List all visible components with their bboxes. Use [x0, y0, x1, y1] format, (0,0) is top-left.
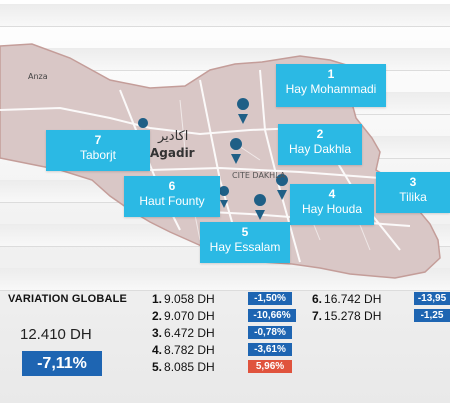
variation-globale-change: -7,11% [22, 351, 102, 376]
price-row-6: 6. 16.742 DH -13,95 [312, 292, 450, 306]
price-value: 16.742 DH [324, 292, 382, 306]
background-band [0, 268, 450, 291]
price-row-4: 4. 8.782 DH -3,61% [152, 343, 297, 357]
price-value: 9.070 DH [164, 309, 215, 323]
price-value: 6.472 DH [164, 326, 215, 340]
price-rank: 6. [312, 292, 323, 306]
hood-number: 6 [168, 179, 176, 193]
price-rank: 1. [152, 292, 163, 306]
price-rank: 7. [312, 309, 323, 323]
price-row-5: 5. 8.085 DH 5,96% [152, 360, 297, 374]
place-label-cite-dakhla: CITE DAKHLA [232, 171, 286, 180]
price-change-badge: -10,66% [248, 309, 296, 322]
hood-number: 3 [409, 175, 417, 189]
price-value: 9.058 DH [164, 292, 215, 306]
hood-label-1: 1 Hay Mohammadi [276, 64, 386, 107]
pin-icon [219, 186, 230, 208]
hood-name: Hay Houda [301, 202, 363, 216]
price-row-1: 1. 9.058 DH -1,50% [152, 292, 297, 306]
price-row-2: 2. 9.070 DH -10,66% [152, 309, 297, 323]
hood-label-3: 3 Tilika [376, 172, 450, 213]
pin-icon [276, 174, 289, 200]
price-rank: 5. [152, 360, 163, 374]
hood-label-4: 4 Hay Houda [290, 184, 374, 225]
hood-label-5: 5 Hay Essalam [200, 222, 290, 263]
price-rank: 4. [152, 343, 163, 357]
hood-name: Taborjt [79, 148, 117, 162]
price-change-badge: -1,25 [414, 309, 450, 322]
hood-name: Hay Mohammadi [285, 82, 377, 96]
hood-label-6: 6 Haut Founty [124, 176, 220, 217]
hood-number: 4 [328, 187, 336, 201]
place-label-agadir-ar: اكادير [157, 129, 188, 144]
price-row-7: 7. 15.278 DH -1,25 [312, 309, 450, 323]
price-rank: 3. [152, 326, 163, 340]
price-change-badge: -13,95 [414, 292, 450, 305]
price-change-badge: 5,96% [248, 360, 292, 373]
pin-icon [230, 138, 243, 164]
hood-number: 2 [316, 127, 324, 141]
background-band [0, 4, 450, 27]
hood-label-7: 7 Taborjt [46, 130, 150, 171]
hood-number: 5 [241, 225, 249, 239]
variation-globale-price: 12.410 DH [20, 326, 92, 343]
hood-label-2: 2 Hay Dakhla [278, 124, 362, 165]
hood-name: Tilika [399, 190, 427, 204]
price-change-badge: -0,78% [248, 326, 292, 339]
pin-icon [254, 194, 267, 220]
hood-number: 1 [327, 67, 335, 81]
price-value: 8.782 DH [164, 343, 215, 357]
hood-name: Haut Founty [139, 194, 205, 208]
price-rank: 2. [152, 309, 163, 323]
price-row-3: 3. 6.472 DH -0,78% [152, 326, 297, 340]
price-change-badge: -1,50% [248, 292, 292, 305]
price-value: 8.085 DH [164, 360, 215, 374]
hood-name: Hay Dakhla [288, 142, 352, 156]
hood-number: 7 [94, 133, 102, 147]
price-change-badge: -3,61% [248, 343, 292, 356]
price-value: 15.278 DH [324, 309, 382, 323]
variation-globale-title: VARIATION GLOBALE [8, 293, 128, 305]
hood-name: Hay Essalam [209, 240, 281, 254]
map-pins [138, 98, 289, 220]
place-label-anza: Anza [28, 72, 48, 81]
place-label-agadir: Agadir [150, 146, 195, 160]
pin-icon [237, 98, 250, 124]
